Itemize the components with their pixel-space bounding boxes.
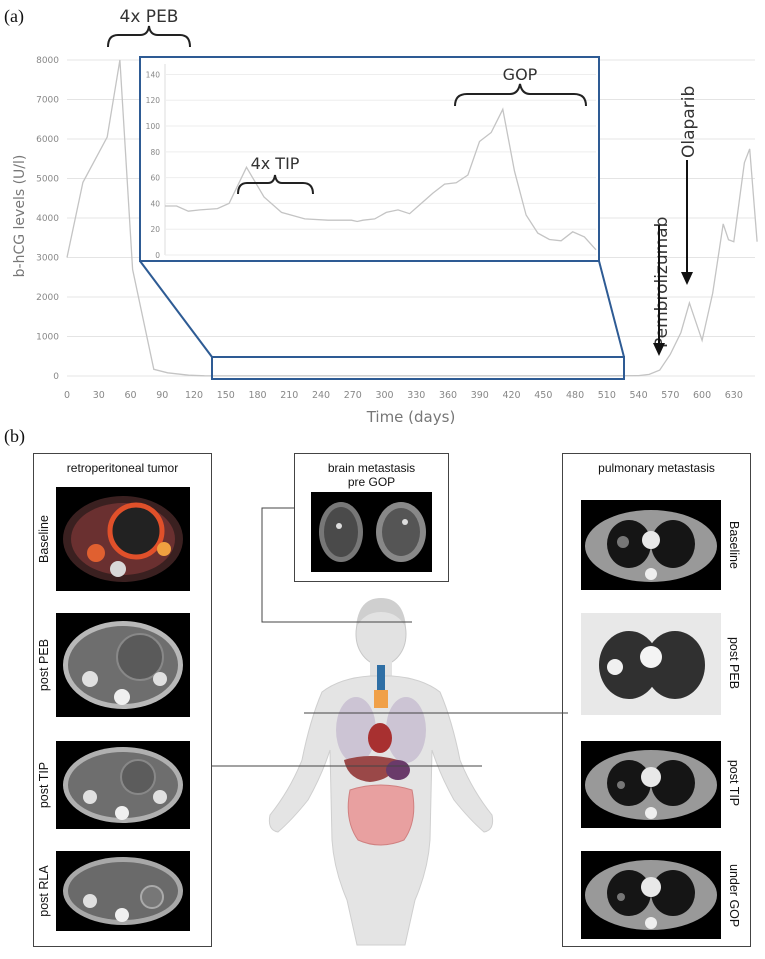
inset-y-tick-label: 0 — [155, 251, 160, 260]
x-tick-label: 300 — [375, 390, 393, 401]
inset-y-tick-label: 60 — [150, 174, 160, 183]
x-tick-label: 120 — [185, 390, 203, 401]
x-tick-label: 450 — [534, 390, 552, 401]
brain-mri-scan — [311, 492, 432, 572]
gop-brace — [454, 83, 587, 107]
y-tick-label: 0 — [53, 372, 59, 382]
y-tick-label: 8000 — [36, 56, 59, 66]
x-tick-label: 480 — [566, 390, 584, 401]
x-tick-label: 390 — [471, 390, 489, 401]
pulm-label-post-peb: post PEB — [727, 636, 741, 690]
retro-label-baseline: Baseline — [37, 515, 51, 563]
x-tick-label: 180 — [248, 390, 266, 401]
x-tick-label: 150 — [217, 390, 235, 401]
x-tick-label: 210 — [280, 390, 298, 401]
x-axis-label: Time (days) — [366, 408, 456, 425]
x-tick-label: 360 — [439, 390, 457, 401]
brain-metastasis-title-1: brain metastasis — [327, 461, 416, 475]
retro-label-post-rla: post RLA — [37, 865, 51, 917]
pulm-scan-baseline — [581, 500, 721, 590]
panel-a-label: (a) — [4, 6, 24, 26]
inset-y-tick-label: 120 — [146, 96, 161, 105]
x-tick-label: 240 — [312, 390, 330, 401]
retro-label-post-tip: post TIP — [37, 761, 51, 809]
peb-brace — [107, 25, 191, 48]
pembrolizumab-arrowhead — [653, 343, 665, 356]
x-tick-label: 270 — [344, 390, 362, 401]
tip-brace — [237, 174, 314, 195]
inset-panel — [139, 56, 600, 262]
inset-y-tick-label: 80 — [150, 148, 160, 157]
olaparib-arrowhead — [681, 272, 693, 285]
y-tick-label: 4000 — [36, 214, 59, 224]
y-axis-label: b-hCG levels (U/l) — [12, 155, 28, 278]
x-tick-label: 60 — [124, 390, 136, 401]
olaparib-annotation: Olaparib — [679, 86, 699, 158]
y-tick-label: 3000 — [36, 254, 59, 264]
x-tick-label: 510 — [598, 390, 616, 401]
inset-y-tick-label: 140 — [146, 70, 161, 79]
pulm-label-baseline: Baseline — [727, 521, 741, 569]
retro-label-post-peb: post PEB — [37, 638, 51, 692]
x-tick-label: 600 — [693, 390, 711, 401]
x-tick-label: 570 — [661, 390, 679, 401]
retroperitoneal-tumor-title: retroperitoneal tumor — [66, 461, 179, 475]
inset-y-tick-label: 20 — [150, 225, 160, 234]
x-tick-label: 420 — [502, 390, 520, 401]
tip-annotation: 4x TIP — [251, 154, 300, 173]
x-tick-label: 90 — [156, 390, 168, 401]
x-tick-label: 630 — [725, 390, 743, 401]
y-tick-label: 2000 — [36, 293, 59, 303]
pulm-scan-post-peb — [581, 613, 721, 715]
y-tick-label: 6000 — [36, 135, 59, 145]
peb-annotation: 4x PEB — [120, 7, 179, 27]
zoom-connector-left — [139, 260, 213, 358]
x-tick-label: 540 — [629, 390, 647, 401]
inset-series-line — [165, 107, 597, 251]
pembrolizumab-annotation: Pembrolizumab — [652, 217, 672, 348]
gop-annotation: GOP — [503, 65, 538, 84]
y-tick-label: 1000 — [36, 333, 59, 343]
retro-scan-post-tip — [56, 741, 190, 829]
retro-scan-post-peb — [56, 613, 190, 717]
brain-metastasis-title-2: pre GOP — [347, 475, 396, 489]
x-tick-label: 30 — [93, 390, 105, 401]
y-tick-label: 7000 — [36, 96, 59, 106]
inset-y-tick-label: 40 — [150, 199, 160, 208]
zoom-region — [211, 356, 625, 380]
panel-b-label: (b) — [4, 426, 25, 446]
retro-scan-post-rla — [56, 851, 190, 931]
retro-scan-baseline — [56, 487, 190, 591]
pulm-scan-post-tip — [581, 741, 721, 828]
zoom-connector-right — [598, 260, 625, 358]
x-tick-label: 330 — [407, 390, 425, 401]
main-series-line — [66, 59, 758, 377]
inset-y-tick-label: 100 — [146, 122, 161, 131]
pulmonary-metastasis-title: pulmonary metastasis — [598, 461, 715, 475]
x-tick-label: 0 — [64, 390, 70, 401]
y-tick-label: 5000 — [36, 175, 59, 185]
pulm-scan-under-gop — [581, 851, 721, 939]
pulm-label-post-tip: post TIP — [727, 759, 741, 807]
pulm-label-under-gop: under GOP — [727, 864, 741, 928]
